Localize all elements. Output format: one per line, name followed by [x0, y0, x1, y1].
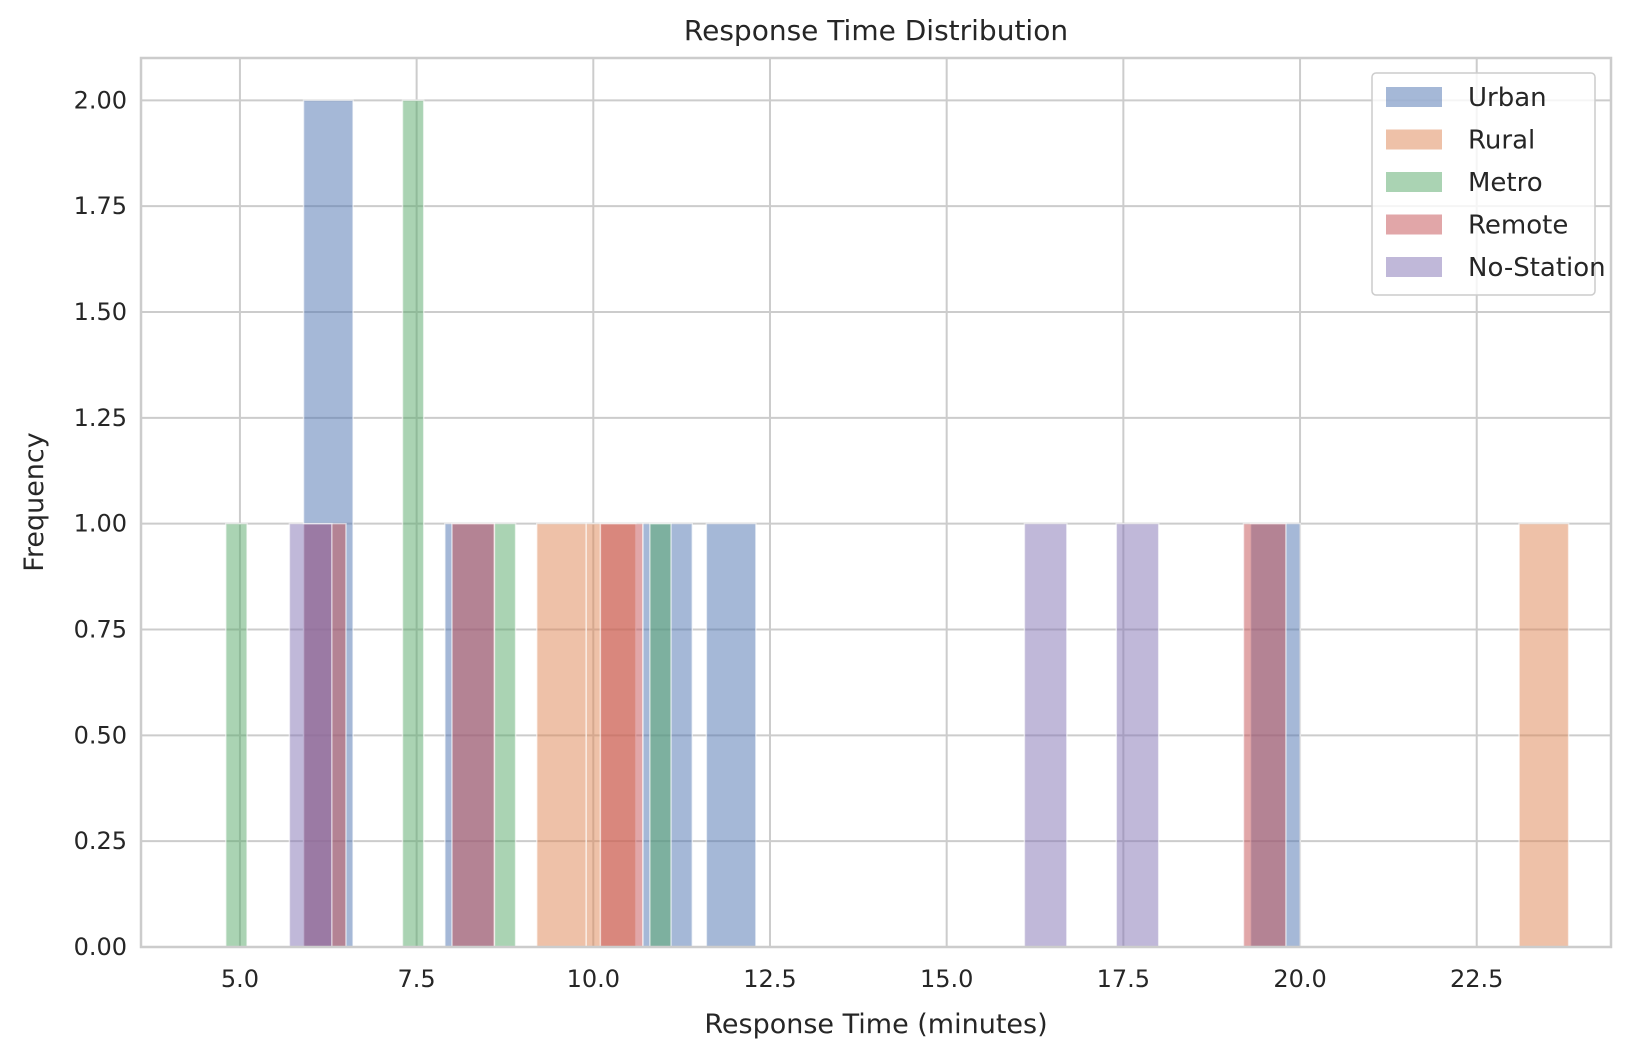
chart-title: Response Time Distribution	[684, 14, 1068, 47]
y-tick-label: 1.25	[74, 404, 127, 432]
y-tick-label: 0.00	[74, 933, 127, 961]
x-axis-title: Response Time (minutes)	[704, 1009, 1047, 1040]
y-tick-label: 0.50	[74, 721, 127, 749]
x-tick-label: 12.5	[743, 965, 796, 993]
x-tick-label: 5.0	[221, 965, 259, 993]
legend-swatch	[1386, 214, 1442, 235]
plot-frame	[139, 56, 1613, 949]
legend-swatch	[1386, 172, 1442, 192]
histogram-bar	[649, 522, 672, 948]
series-no-station	[288, 522, 1160, 948]
legend-swatch	[1386, 87, 1442, 107]
legend: Urban Rural Metro Remote No-Station	[1371, 72, 1606, 296]
y-tick-label: 2.00	[74, 86, 127, 114]
y-tick-label: 1.00	[74, 510, 127, 538]
x-tick-label: 17.5	[1097, 965, 1150, 993]
x-tick-label: 20.0	[1273, 965, 1326, 993]
legend-swatch	[1386, 129, 1442, 150]
legend-label: Urban	[1468, 83, 1547, 113]
x-tick-label: 22.5	[1450, 965, 1503, 993]
histogram-bar	[599, 522, 644, 948]
series-metro	[225, 99, 672, 948]
y-tick-label: 0.75	[74, 616, 127, 644]
histogram-bar	[225, 522, 248, 948]
histogram-bar	[1115, 522, 1160, 948]
y-tick-label: 0.25	[74, 827, 127, 855]
histogram-bar	[536, 522, 587, 948]
histogram-bar	[493, 522, 517, 948]
histogram-bar	[1023, 522, 1068, 948]
y-tick-label: 1.50	[74, 298, 127, 326]
histogram-bar	[451, 522, 496, 948]
tick-labels: 5.0 7.5 10.0 12.5 15.0 17.5 20.0 22.5 0.00 0.25 0.…	[74, 86, 1504, 993]
histogram-bar	[1242, 522, 1287, 948]
legend-label: No-Station	[1468, 253, 1606, 283]
legend-label: Rural	[1468, 126, 1535, 156]
histogram-bar	[401, 99, 425, 948]
legend-label: Metro	[1468, 168, 1543, 198]
y-axis-title: Frequency	[19, 432, 50, 572]
legend-label: Remote	[1468, 211, 1568, 241]
y-tick-label: 1.75	[74, 192, 127, 220]
x-tick-label: 10.0	[567, 965, 620, 993]
histogram-bar	[705, 522, 757, 948]
histogram-bar	[1518, 522, 1570, 948]
legend-box	[1371, 72, 1596, 296]
histogram-bars	[225, 99, 1570, 948]
histogram-bar	[288, 522, 333, 948]
x-tick-label: 7.5	[398, 965, 436, 993]
x-tick-label: 15.0	[920, 965, 973, 993]
legend-swatch	[1386, 257, 1442, 277]
